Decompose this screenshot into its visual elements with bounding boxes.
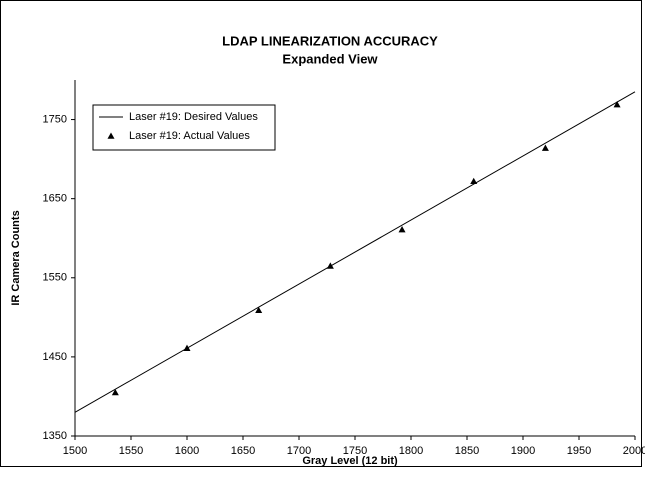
x-tick-label: 1950 xyxy=(567,445,591,457)
chart-frame xyxy=(0,0,642,467)
x-tick-label: 1750 xyxy=(343,445,367,457)
legend-box xyxy=(92,104,276,151)
x-tick-label: 1550 xyxy=(119,445,143,457)
y-tick-label: 1750 xyxy=(43,113,67,125)
actual-point xyxy=(111,388,119,396)
actual-point xyxy=(470,177,478,185)
actual-point xyxy=(613,101,621,108)
x-tick-label: 1850 xyxy=(455,445,479,457)
y-tick-label: 1550 xyxy=(43,272,67,284)
x-axis-label: Gray Level (12 bit) xyxy=(302,455,398,467)
x-tick-label: 1800 xyxy=(399,445,423,457)
legend-label: Laser #19: Desired Values xyxy=(129,111,258,123)
chart-subtitle: Expanded View xyxy=(282,51,378,66)
x-tick-label: 1650 xyxy=(231,445,255,457)
x-tick-label: 1700 xyxy=(287,445,311,457)
actual-point xyxy=(255,306,263,314)
x-tick-label: 1900 xyxy=(511,445,535,457)
y-tick-label: 1650 xyxy=(43,193,67,205)
x-tick-label: 1500 xyxy=(63,445,87,457)
desired-line xyxy=(74,91,636,413)
x-tick-label: 1600 xyxy=(175,445,199,457)
x-tick-label: 2000 xyxy=(623,445,645,457)
legend-label: Laser #19: Actual Values xyxy=(129,130,250,142)
actual-point xyxy=(398,226,406,233)
chart-title: LDAP LINEARIZATION ACCURACY xyxy=(222,33,438,48)
y-tick-label: 1450 xyxy=(43,351,67,363)
y-axis-label: IR Camera Counts xyxy=(10,210,22,305)
legend-marker xyxy=(107,132,115,139)
actual-point xyxy=(183,344,191,351)
y-tick-label: 1350 xyxy=(43,430,67,442)
actual-point xyxy=(541,144,549,151)
actual-point xyxy=(326,262,334,269)
